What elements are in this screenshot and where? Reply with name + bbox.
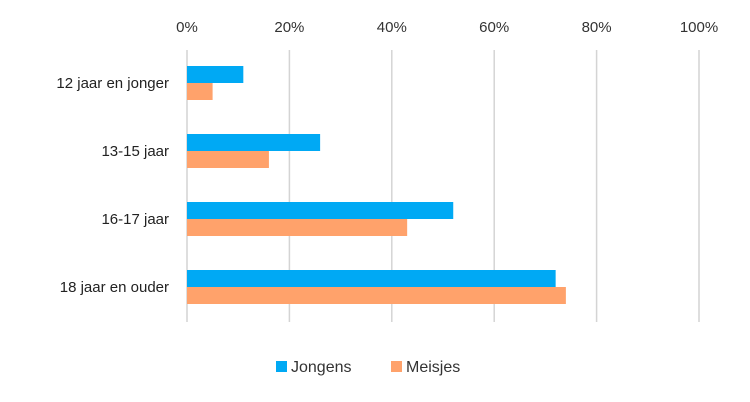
category-label: 16-17 jaar [101, 211, 169, 228]
x-tick-label: 60% [479, 19, 509, 36]
x-tick-label: 40% [377, 19, 407, 36]
x-tick-label: 80% [582, 19, 612, 36]
legend: Jongens Meisjes [276, 359, 460, 376]
x-tick-label: 100% [680, 19, 718, 36]
legend-label-jongens: Jongens [291, 359, 352, 376]
bar-meisjes-2 [187, 219, 408, 236]
x-tick-label: 20% [274, 19, 304, 36]
bar-jongens-1 [187, 134, 321, 151]
category-label: 12 jaar en jonger [56, 75, 169, 92]
bars [187, 66, 566, 304]
category-labels: 12 jaar en jonger 13-15 jaar 16-17 jaar 18 … [56, 75, 169, 296]
x-axis-ticks: 0% 20% 40% 60% 80% 100% [176, 19, 718, 36]
category-label: 13-15 jaar [101, 143, 169, 160]
legend-swatch-meisjes [391, 361, 402, 372]
legend-swatch-jongens [276, 361, 287, 372]
bar-meisjes-3 [187, 287, 566, 304]
legend-label-meisjes: Meisjes [406, 359, 460, 376]
bar-meisjes-1 [187, 151, 269, 168]
bar-jongens-3 [187, 270, 556, 287]
bar-jongens-0 [187, 66, 244, 83]
bar-meisjes-0 [187, 83, 213, 100]
x-tick-label: 0% [176, 19, 198, 36]
category-label: 18 jaar en ouder [60, 279, 169, 296]
bar-jongens-2 [187, 202, 454, 219]
